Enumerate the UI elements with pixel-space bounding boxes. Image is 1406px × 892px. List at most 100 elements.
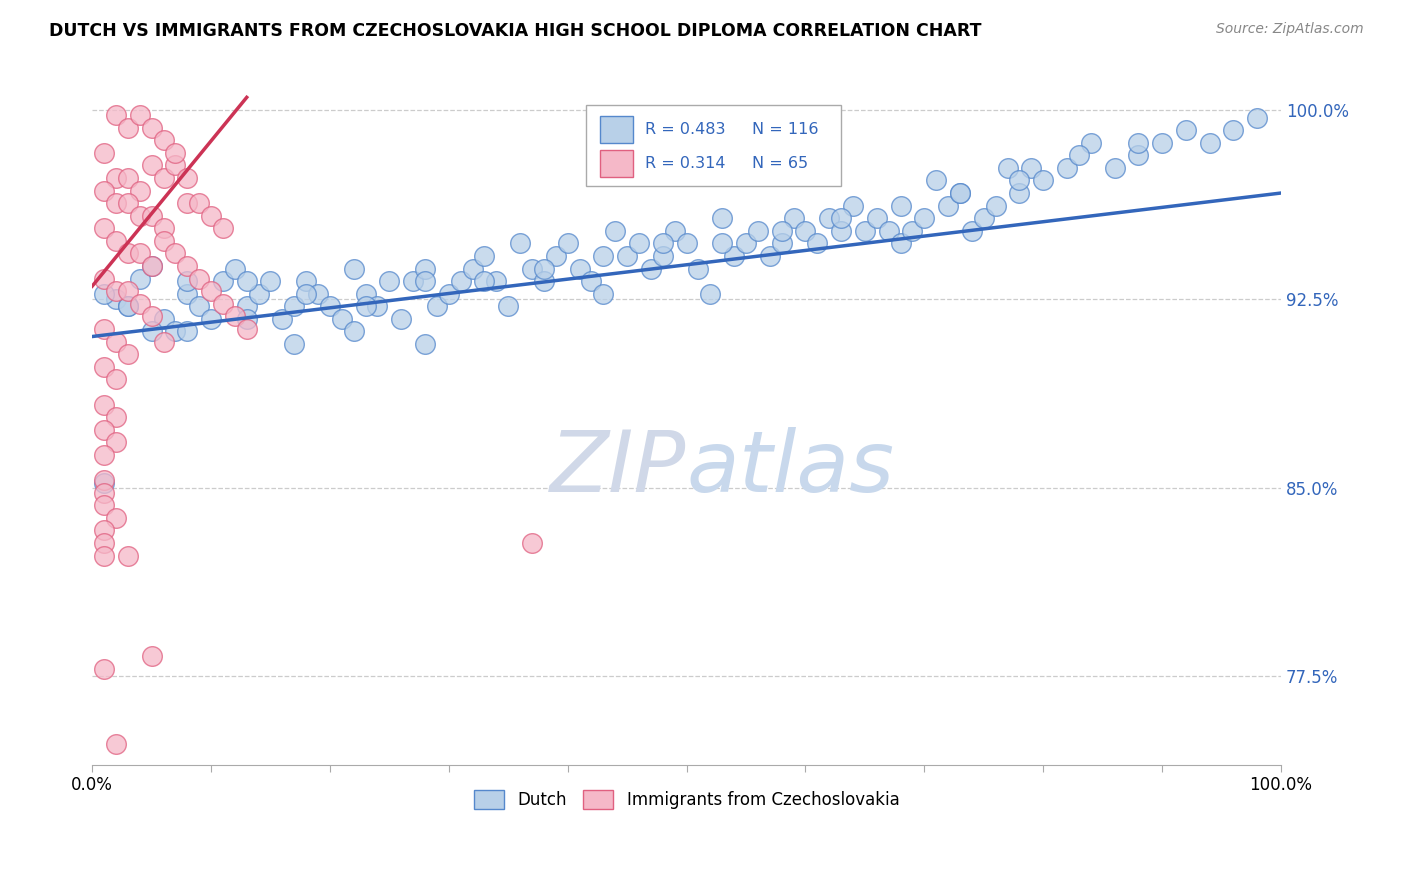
Point (93, 397, 115, 411)
Point (960, 224, 983, 238)
Point (271, 312, 294, 326)
Point (93, 662, 115, 676)
Point (141, 120, 163, 135)
Point (485, 274, 508, 288)
Point (842, 199, 865, 213)
Point (557, 236, 579, 251)
Point (224, 310, 246, 324)
Point (354, 299, 377, 313)
Point (141, 310, 163, 324)
Point (627, 236, 650, 251)
Bar (600, 116, 633, 143)
Point (128, 108, 150, 122)
Point (117, 347, 139, 361)
Point (104, 292, 127, 306)
Point (402, 274, 425, 288)
Point (581, 274, 603, 288)
Point (188, 271, 211, 285)
Legend: Dutch, Immigrants from Czechoslovakia: Dutch, Immigrants from Czechoslovakia (467, 783, 905, 816)
Point (104, 510, 127, 524)
Point (235, 299, 257, 313)
Point (200, 312, 222, 326)
Point (770, 224, 793, 238)
Point (818, 211, 841, 226)
Point (128, 184, 150, 198)
Point (212, 274, 235, 288)
Point (128, 297, 150, 311)
Point (1222, 123, 1244, 137)
Point (93, 359, 115, 374)
Point (295, 274, 318, 288)
Point (212, 297, 235, 311)
Point (104, 196, 127, 211)
Point (104, 284, 127, 298)
Point (307, 286, 329, 301)
Point (93, 498, 115, 512)
Bar (600, 150, 633, 177)
Point (141, 325, 163, 339)
Point (520, 261, 543, 276)
Point (93, 549, 115, 563)
Point (973, 211, 995, 226)
Point (1104, 161, 1126, 175)
Point (165, 158, 187, 172)
Point (93, 221, 115, 235)
Point (104, 234, 127, 248)
Point (735, 236, 758, 251)
Point (176, 196, 198, 211)
Point (93, 524, 115, 538)
Point (592, 249, 614, 263)
Point (509, 236, 531, 251)
Point (853, 224, 876, 238)
Point (711, 211, 734, 226)
Point (117, 120, 139, 135)
Point (176, 274, 198, 288)
Point (235, 274, 257, 288)
Point (866, 211, 889, 226)
Point (93, 271, 115, 285)
Point (117, 284, 139, 298)
Text: R = 0.314: R = 0.314 (645, 156, 725, 170)
Point (141, 259, 163, 273)
Point (330, 312, 353, 326)
Point (651, 236, 673, 251)
Point (782, 211, 804, 226)
Point (949, 186, 972, 200)
Point (437, 286, 460, 301)
Point (711, 236, 734, 251)
Point (224, 261, 246, 276)
Point (176, 170, 198, 185)
Point (141, 259, 163, 273)
Point (378, 274, 401, 288)
Point (770, 236, 793, 251)
Point (474, 274, 496, 288)
Point (1080, 136, 1102, 150)
Point (152, 234, 174, 248)
Point (1032, 173, 1054, 187)
Point (104, 108, 127, 122)
Point (1008, 186, 1031, 200)
Point (877, 224, 900, 238)
Point (93, 473, 115, 487)
Point (188, 196, 211, 211)
Point (176, 325, 198, 339)
Point (117, 549, 139, 563)
Point (104, 410, 127, 425)
Point (141, 158, 163, 172)
Point (901, 224, 924, 238)
Point (675, 236, 697, 251)
Point (128, 271, 150, 285)
Point (496, 299, 519, 313)
Text: DUTCH VS IMMIGRANTS FROM CZECHOSLOVAKIA HIGH SCHOOL DIPLOMA CORRELATION CHART: DUTCH VS IMMIGRANTS FROM CZECHOSLOVAKIA … (49, 22, 981, 40)
Point (176, 259, 198, 273)
Point (936, 199, 959, 213)
Point (117, 299, 139, 313)
Point (319, 299, 342, 313)
Point (1174, 123, 1197, 137)
Point (104, 334, 127, 349)
Point (747, 224, 769, 238)
Point (1008, 173, 1031, 187)
Point (117, 299, 139, 313)
Point (93, 423, 115, 437)
Point (830, 211, 852, 226)
